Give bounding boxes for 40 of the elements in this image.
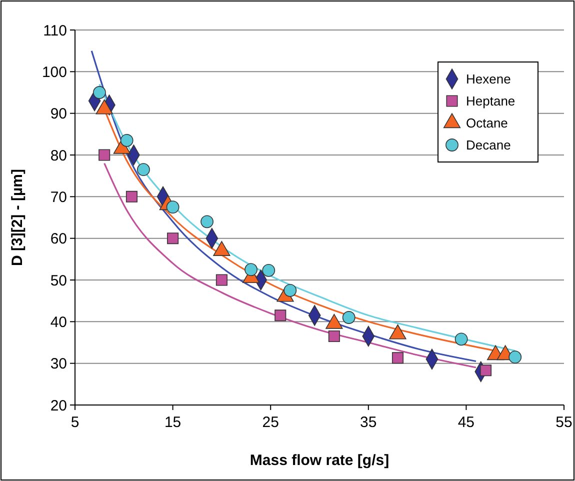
point: [392, 352, 404, 364]
point: [342, 311, 356, 324]
x-tick-label: 15: [164, 414, 182, 431]
point: [98, 149, 110, 161]
x-axis-title: Mass flow rate [g/s]: [250, 452, 390, 469]
x-tick-label: 25: [262, 414, 279, 431]
point: [167, 232, 179, 244]
point: [262, 264, 276, 277]
y-tick-label: 110: [43, 22, 67, 40]
y-tick-label: 20: [50, 397, 67, 414]
point: [508, 350, 522, 364]
y-tick-label: 50: [50, 272, 67, 290]
point: [328, 330, 340, 342]
point: [454, 332, 468, 346]
x-tick-label: 45: [458, 414, 475, 431]
point: [480, 364, 492, 376]
y-tick-label: 90: [50, 106, 67, 123]
y-axis-title: D [3][2] - [µm]: [9, 169, 26, 266]
y-tick-label: 30: [50, 356, 67, 373]
legend-label: Decane: [466, 138, 511, 153]
y-tick-label: 80: [50, 147, 67, 164]
point: [120, 134, 134, 147]
point: [137, 163, 150, 176]
y-tick-label: 70: [50, 188, 67, 206]
x-tick-label: 55: [556, 414, 572, 431]
point: [126, 190, 138, 202]
y-tick-label: 100: [42, 64, 67, 81]
point: [216, 274, 228, 286]
x-tick-label: 35: [360, 414, 377, 431]
legend-label: Heptane: [466, 94, 516, 109]
legend-label: Octane: [466, 116, 508, 131]
point: [92, 86, 106, 99]
point: [200, 215, 214, 228]
point: [166, 200, 180, 214]
point: [244, 263, 258, 276]
x-tick-label: 5: [70, 414, 80, 431]
y-tick-label: 60: [50, 230, 67, 248]
legend-label: Hexene: [466, 72, 511, 87]
y-tick-label: 40: [50, 314, 67, 331]
point: [274, 310, 286, 322]
